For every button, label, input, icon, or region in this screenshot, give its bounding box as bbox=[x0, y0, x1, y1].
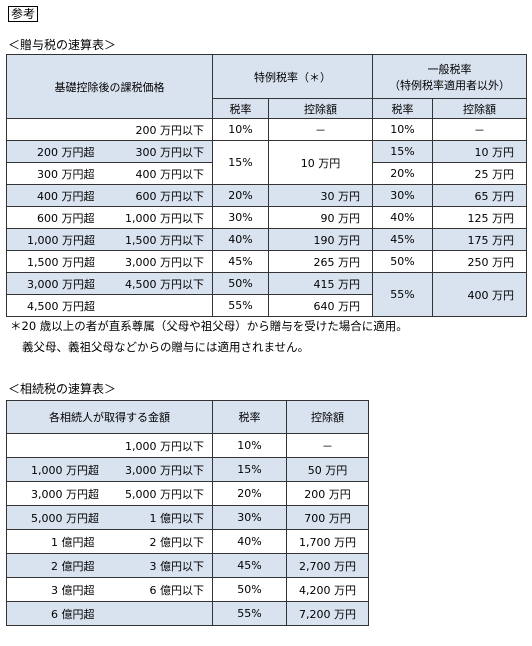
general-deduction-cell: － bbox=[432, 118, 527, 141]
range-cell: 1,000 万円超 1,500 万円以下 bbox=[27, 233, 204, 247]
special-deduction-cell: 265 万円 bbox=[268, 250, 373, 273]
special-deduction-cell: 10 万円 bbox=[268, 140, 373, 185]
special-rate-cell: 30% bbox=[212, 206, 269, 229]
general-deduction-cell: 175 万円 bbox=[432, 228, 527, 251]
table-row: 2 億円超 3 億円以下 45% 2,700 万円 bbox=[6, 553, 369, 578]
table-row: 3,000 万円超 5,000 万円以下 20% 200 万円 bbox=[6, 481, 369, 506]
range-cell: 1,000 万円超 3,000 万円以下 bbox=[31, 463, 204, 477]
table-row: 3 億円超 6 億円以下 50% 4,200 万円 bbox=[6, 577, 369, 602]
special-rate-cell: 45% bbox=[212, 250, 269, 273]
range-cell: 3 億円超 6 億円以下 bbox=[51, 583, 204, 597]
range-cell: 200 万円以下 bbox=[135, 123, 205, 137]
special-deduction-cell: 190 万円 bbox=[268, 228, 373, 251]
general-deduction-cell: 10 万円 bbox=[432, 140, 527, 163]
rate-cell: 15% bbox=[212, 457, 287, 482]
rate-cell: 30% bbox=[212, 505, 287, 530]
table-row: 6 億円超 55% 7,200 万円 bbox=[6, 601, 369, 626]
rate-cell: 40% bbox=[212, 529, 287, 554]
general-rate-cell: 55% bbox=[372, 272, 433, 317]
general-deduction-cell: 65 万円 bbox=[432, 184, 527, 207]
general-rate-cell: 45% bbox=[372, 228, 433, 251]
reference-label: 参考 bbox=[8, 6, 39, 22]
general-deduction-cell: 400 万円 bbox=[432, 272, 527, 317]
special-deduction-cell: 415 万円 bbox=[268, 272, 373, 295]
deduction-cell: 700 万円 bbox=[286, 505, 369, 530]
special-deduction-cell: 640 万円 bbox=[268, 294, 373, 317]
deduction-cell: 2,700 万円 bbox=[286, 553, 369, 578]
deduction-cell: 1,700 万円 bbox=[286, 529, 369, 554]
general-rate-cell: 10% bbox=[372, 118, 433, 141]
rate-cell: 50% bbox=[212, 577, 287, 602]
range-cell: 4,500 万円超 bbox=[27, 299, 95, 313]
col-header-deduction: 控除額 bbox=[286, 400, 369, 434]
table-row: 1 億円超 2 億円以下 40% 1,700 万円 bbox=[6, 529, 369, 554]
range-cell: 5,000 万円超 1 億円以下 bbox=[31, 511, 204, 525]
table-row: 3,000 万円超 4,500 万円以下 50% 415 万円 55% 400 万… bbox=[6, 272, 527, 317]
col-header-general-deduction: 控除額 bbox=[432, 98, 527, 119]
inheritance-tax-table-title: ＜相続税の速算表＞ bbox=[8, 382, 117, 396]
table-row: 1,500 万円超 3,000 万円以下 45% 265 万円 50% 250 万… bbox=[6, 250, 527, 273]
range-cell: 1,000 万円以下 bbox=[125, 439, 204, 453]
gift-tax-table: 基礎控除後の課税価格 特例税率（＊） 一般税率 （特例税率適用者以外） 税率 控… bbox=[6, 54, 527, 317]
deduction-cell: － bbox=[286, 433, 369, 458]
col-header-general-rate-pct: 税率 bbox=[372, 98, 433, 119]
table-row: 5,000 万円超 1 億円以下 30% 700 万円 bbox=[6, 505, 369, 530]
range-cell: 400 万円超 600 万円以下 bbox=[37, 189, 204, 203]
deduction-cell: 4,200 万円 bbox=[286, 577, 369, 602]
special-rate-cell: 50% bbox=[212, 272, 269, 295]
deduction-cell: 7,200 万円 bbox=[286, 601, 369, 626]
col-header-special-rate: 特例税率（＊） bbox=[212, 54, 373, 99]
range-cell: 600 万円超 1,000 万円以下 bbox=[37, 211, 204, 225]
special-rate-cell: 10% bbox=[212, 118, 269, 141]
special-deduction-cell: 30 万円 bbox=[268, 184, 373, 207]
general-rate-cell: 50% bbox=[372, 250, 433, 273]
range-cell: 1,500 万円超 3,000 万円以下 bbox=[27, 255, 204, 269]
table-row: 1,000 万円超 3,000 万円以下 15% 50 万円 bbox=[6, 457, 369, 482]
rate-cell: 55% bbox=[212, 601, 287, 626]
col-header-base-amount: 基礎控除後の課税価格 bbox=[6, 54, 213, 119]
range-cell: 2 億円超 3 億円以下 bbox=[51, 559, 204, 573]
general-rate-cell: 15% bbox=[372, 140, 433, 163]
table-row: 200 万円超 300 万円以下 15% 10 万円 15% 10 万円 bbox=[6, 140, 527, 185]
special-rate-cell: 55% bbox=[212, 294, 269, 317]
table-row: 600 万円超 1,000 万円以下 30% 90 万円 40% 125 万円 bbox=[6, 206, 527, 229]
gift-footnote-2: 義父母、義祖父母などからの贈与には適用されません。 bbox=[22, 340, 310, 354]
gift-tax-table-title: ＜贈与税の速算表＞ bbox=[8, 38, 117, 52]
general-rate-cell: 40% bbox=[372, 206, 433, 229]
general-deduction-cell: 125 万円 bbox=[432, 206, 527, 229]
rate-cell: 45% bbox=[212, 553, 287, 578]
general-deduction-cell: 25 万円 bbox=[432, 162, 527, 185]
col-header-general-rate: 一般税率 （特例税率適用者以外） bbox=[372, 54, 527, 99]
general-deduction-cell: 250 万円 bbox=[432, 250, 527, 273]
general-rate-subtitle: （特例税率適用者以外） bbox=[389, 78, 510, 92]
col-header-amount: 各相続人が取得する金額 bbox=[6, 400, 213, 434]
col-header-special-deduction: 控除額 bbox=[268, 98, 373, 119]
deduction-cell: 200 万円 bbox=[286, 481, 369, 506]
range-cell: 200 万円超 300 万円以下 bbox=[37, 145, 204, 159]
table-row: 400 万円超 600 万円以下 20% 30 万円 30% 65 万円 bbox=[6, 184, 527, 207]
range-cell: 1 億円超 2 億円以下 bbox=[51, 535, 204, 549]
inheritance-tax-table: 各相続人が取得する金額 税率 控除額 1,000 万円以下 10% － 1,00… bbox=[6, 400, 369, 626]
col-header-rate: 税率 bbox=[212, 400, 287, 434]
gift-footnote-1: ＊20 歳以上の者が直系尊属（父母や祖父母）から贈与を受けた場合に適用。 bbox=[10, 319, 408, 333]
special-rate-cell: 15% bbox=[212, 140, 269, 185]
table-row: 1,000 万円超 1,500 万円以下 40% 190 万円 45% 175 万… bbox=[6, 228, 527, 251]
table-row: 200 万円以下 10% － 10% － bbox=[6, 118, 527, 141]
table-row: 1,000 万円以下 10% － bbox=[6, 433, 369, 458]
range-cell: 3,000 万円超 5,000 万円以下 bbox=[31, 487, 204, 501]
general-rate-cell: 20% bbox=[372, 162, 433, 185]
special-deduction-cell: － bbox=[268, 118, 373, 141]
rate-cell: 20% bbox=[212, 481, 287, 506]
special-rate-cell: 20% bbox=[212, 184, 269, 207]
general-rate-cell: 30% bbox=[372, 184, 433, 207]
range-cell: 6 億円超 bbox=[51, 607, 95, 621]
range-cell: 300 万円超 400 万円以下 bbox=[37, 167, 204, 181]
special-deduction-cell: 90 万円 bbox=[268, 206, 373, 229]
general-rate-title: 一般税率 bbox=[427, 62, 472, 76]
special-rate-cell: 40% bbox=[212, 228, 269, 251]
rate-cell: 10% bbox=[212, 433, 287, 458]
range-cell: 3,000 万円超 4,500 万円以下 bbox=[27, 277, 204, 291]
deduction-cell: 50 万円 bbox=[286, 457, 369, 482]
col-header-special-rate-pct: 税率 bbox=[212, 98, 269, 119]
